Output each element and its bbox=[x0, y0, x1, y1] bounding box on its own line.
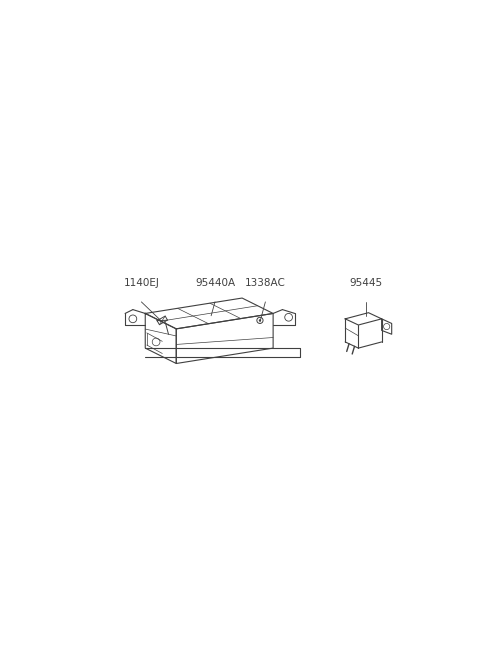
Circle shape bbox=[259, 319, 261, 322]
Text: 95445: 95445 bbox=[349, 278, 383, 288]
Text: 1338AC: 1338AC bbox=[245, 278, 286, 288]
Text: 1140EJ: 1140EJ bbox=[123, 278, 159, 288]
Text: 95440A: 95440A bbox=[195, 278, 235, 288]
